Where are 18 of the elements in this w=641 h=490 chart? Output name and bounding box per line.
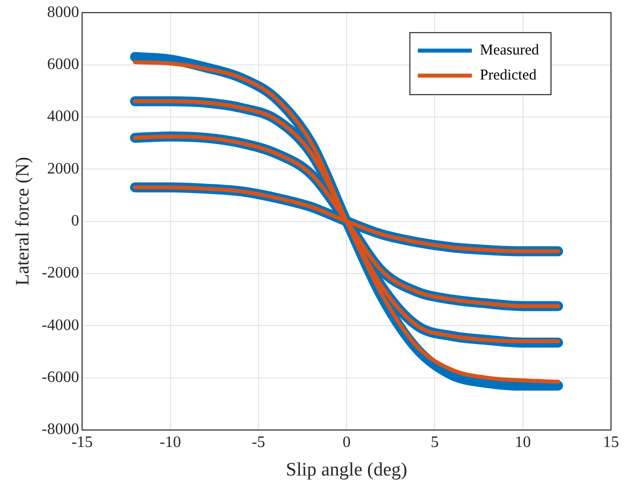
y-axis-title: Lateral force (N) <box>12 156 34 286</box>
x-tick-label: 0 <box>342 434 351 451</box>
x-tick-label: 10 <box>514 434 531 451</box>
x-tick-label: 15 <box>603 434 619 451</box>
x-tick-label: -5 <box>252 434 266 451</box>
y-tick-label: 6000 <box>47 56 80 73</box>
legend-label: Measured <box>480 42 540 59</box>
x-tick-label: -10 <box>160 434 181 451</box>
x-axis-title: Slip angle (deg) <box>286 460 408 481</box>
y-tick-label: 8000 <box>47 4 80 21</box>
y-tick-label: 0 <box>71 212 80 230</box>
x-tick-label: 5 <box>430 434 439 451</box>
y-tick-label: -6000 <box>42 369 80 386</box>
y-tick-label: 4000 <box>47 108 80 126</box>
y-tick-label: -2000 <box>42 264 80 282</box>
y-tick-label: 2000 <box>47 160 80 178</box>
legend-label: Predicted <box>480 68 537 84</box>
y-tick-label: -4000 <box>42 316 80 334</box>
